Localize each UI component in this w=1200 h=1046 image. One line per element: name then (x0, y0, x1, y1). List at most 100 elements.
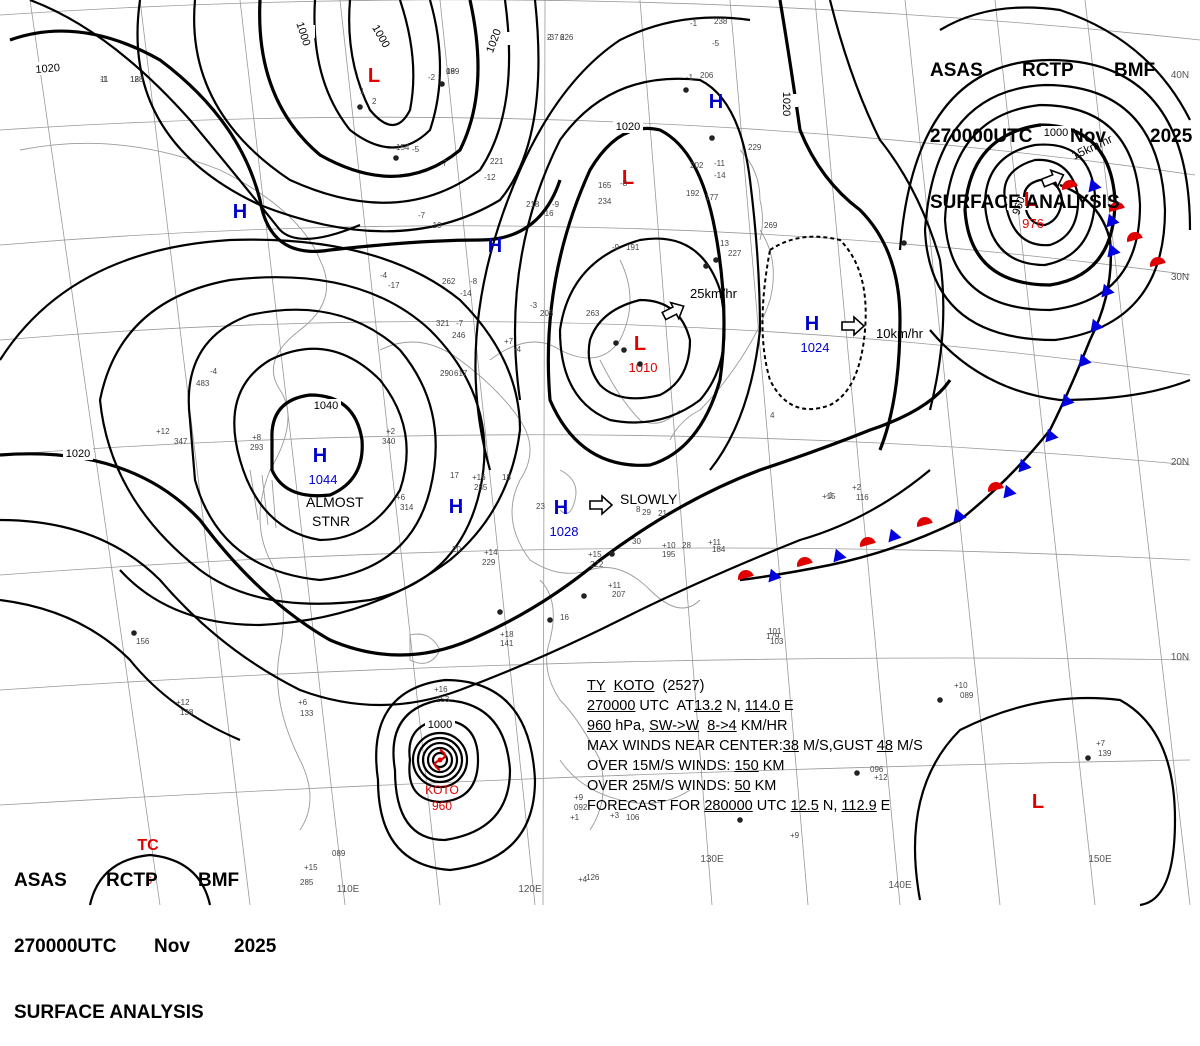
station-plot-value: 106 (626, 813, 640, 822)
latitude-label: 20N (1171, 457, 1189, 468)
low-pressure-center: L (368, 65, 380, 87)
motion-status-label: STNR (312, 513, 350, 529)
isobar-label: 1020 (35, 62, 60, 76)
cold-front-triangle (1078, 353, 1092, 368)
station-plot-value: -7 (456, 319, 464, 328)
station-plot-value: +1 (570, 813, 580, 822)
station-plot-value: +12 (176, 698, 190, 707)
isobar-label-bg (285, 25, 315, 38)
motion-speed-label: SLOWLY (620, 491, 678, 507)
station-plot-value: +16 (434, 685, 448, 694)
station-plot-value: 192 (686, 189, 700, 198)
cold-front-triangle (1045, 428, 1059, 443)
station-plot-value: -1 (686, 73, 694, 82)
low-pressure-center: L (634, 333, 646, 355)
pressure-center-value: 976 (1022, 216, 1044, 231)
station-plot-value: 116 (856, 493, 869, 502)
header-year: 2025 (234, 936, 277, 957)
typhoon-info-line3: 960 hPa, SW->W 8->4 KM/HR (587, 718, 788, 734)
station-marker (1085, 755, 1091, 761)
station-plot-value: 126 (586, 873, 600, 882)
station-plot-value: -9 (552, 200, 560, 209)
station-plot-value: +10 (662, 541, 676, 550)
cold-front-triangle (768, 568, 782, 583)
station-marker (547, 617, 553, 623)
station-plot-value: 089 (960, 691, 974, 700)
station-plot-value: +2 (386, 427, 396, 436)
station-plot-value: 11 (100, 75, 109, 84)
typhoon-info-panel: TY KOTO (2527) 270000 UTC AT13.2 N, 114.… (587, 676, 923, 816)
station-marker (854, 770, 860, 776)
station-plot-value: 285 (300, 878, 314, 887)
longitude-label: 130E (700, 854, 724, 865)
station-plot-value: 18 (502, 473, 511, 482)
cold-front-triangle (1106, 213, 1120, 228)
station-marker (637, 361, 643, 367)
station-plot-value: 29 (642, 508, 651, 517)
station-plot-value: 188 (130, 75, 144, 84)
motion-arrow (589, 494, 614, 516)
cold-front-triangle (1090, 318, 1104, 333)
header-code-bmf: BMF (1114, 60, 1156, 81)
isobar-label-bg (482, 32, 512, 45)
station-plot-value: 16 (560, 613, 569, 622)
station-plot-value: 229 (482, 558, 496, 567)
typhoon-info-line6: OVER 25M/S WINDS: 50 KM (587, 778, 777, 794)
station-marker (937, 697, 943, 703)
station-plot-value: +3 (610, 811, 620, 820)
station-plot-value: +14 (484, 548, 498, 557)
station-plot-value: 263 (586, 309, 600, 318)
low-pressure-center: L (1032, 791, 1044, 813)
low-pressure-center: L (622, 167, 634, 189)
warm-front-semicircle (1062, 180, 1078, 191)
typhoon-name-label: KOTO (425, 783, 459, 797)
longitude-label: 120E (518, 884, 542, 895)
pressure-center-value: 1044 (309, 472, 338, 487)
station-plot-value: 218 (526, 200, 540, 209)
latitude-label: 40N (1171, 70, 1189, 81)
warm-front-semicircle (797, 557, 813, 568)
cold-front-triangle (1003, 484, 1017, 499)
isobar-label: 1000 (1044, 127, 1068, 139)
station-plot-value: +4 (578, 875, 588, 884)
cold-front-triangle (1101, 283, 1115, 298)
isobar-label-bg (613, 120, 643, 133)
typhoon-info-line4: MAX WINDS NEAR CENTER:38 M/S,GUST 48 M/S (587, 738, 923, 754)
high-pressure-center: H (709, 91, 723, 113)
station-plot-value: 293 (250, 443, 264, 452)
station-plot-value: 20 (452, 545, 461, 554)
typhoon-pressure-label: 960 (432, 799, 452, 813)
station-plot-value: 340 (382, 437, 396, 446)
station-plot-value: 207 (612, 590, 626, 599)
station-plot-value: 138 (180, 708, 194, 717)
header-month: Nov (154, 936, 190, 957)
station-plot-value: 1 (360, 87, 365, 96)
cold-front-triangle (1088, 178, 1102, 193)
header-code-rctp: RCTP (1022, 60, 1074, 81)
station-plot-value: 205 (540, 309, 554, 318)
station-plot-value: -1 (100, 75, 108, 84)
station-plot-value: 23 (536, 502, 545, 511)
station-plot-value: -17 (388, 281, 400, 290)
pressure-center-value: 1024 (801, 340, 830, 355)
isobar-label: 1040 (314, 400, 338, 412)
station-plot-value: +15 (588, 550, 602, 559)
station-plot-value: +12 (874, 773, 888, 782)
surface-analysis-map: 40N 30N 20N 10N 110E 120E 130E 140E 150E 1020 1000… (0, 0, 1200, 907)
station-marker (581, 593, 587, 599)
station-marker (131, 630, 137, 636)
header-top-right: ASAS RCTP BMF 270000UTC Nov 2025 SURFACE… (930, 16, 1192, 236)
station-plot-value: 8 (636, 505, 641, 514)
station-plot-value: 154 (396, 143, 410, 152)
station-plot-value: 617 (454, 369, 468, 378)
station-plot-value: 191 (626, 243, 640, 252)
header-code-asas: ASAS (14, 870, 67, 891)
isobar-label: 1020 (780, 92, 792, 116)
station-plot-value: 6 (560, 33, 565, 42)
isobar-label: 960 (1010, 195, 1028, 216)
motion-status-label: ALMOST (306, 494, 364, 510)
station-plot-value: +7 (1096, 739, 1106, 748)
station-marker (613, 340, 619, 346)
motion-speed-label: 25km/hr (690, 286, 738, 301)
cold-front-triangle (833, 548, 847, 563)
